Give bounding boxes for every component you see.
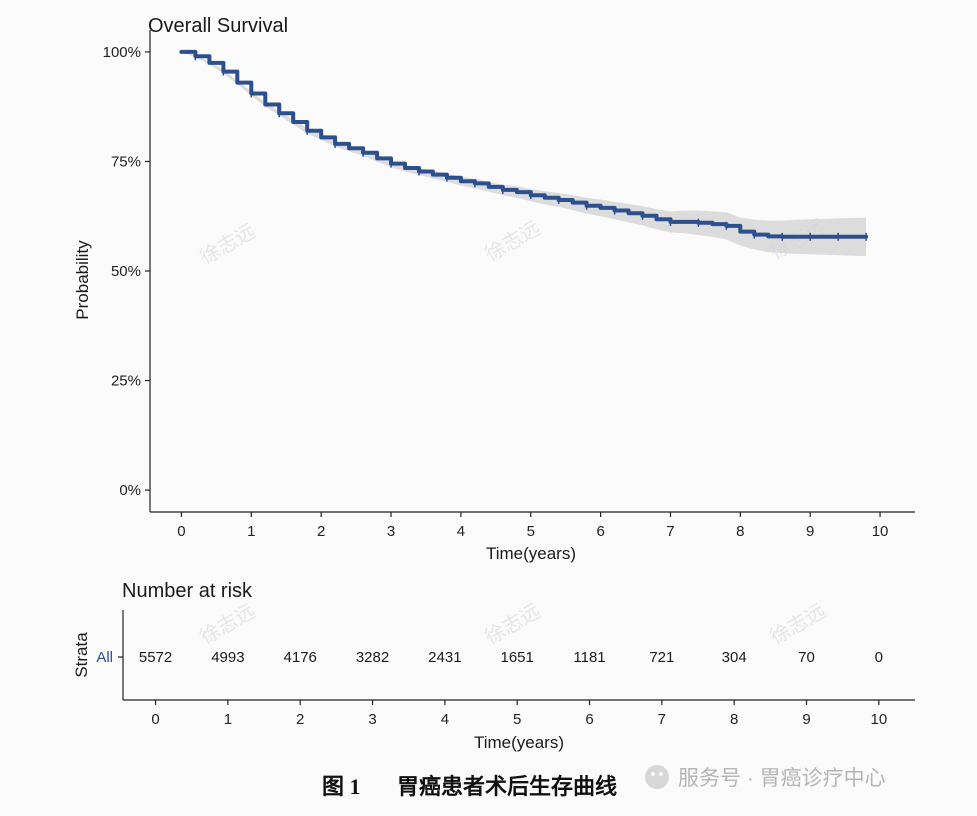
risk-axes: 0 1 2 3 4 5 6 7 8 9 10	[118, 610, 915, 728]
risk-value: 4176	[284, 649, 317, 666]
risk-value: 3282	[356, 649, 389, 666]
risk-values: 5572 4993 4176 3282 2431 1651 1181 721 304 70 0	[139, 649, 883, 666]
survival-plot: Overall Survival Probability Time(years)…	[73, 15, 915, 563]
risk-value: 1651	[501, 649, 534, 666]
x-tick-label: 3	[387, 523, 395, 540]
risk-x-tick-label: 6	[585, 711, 593, 728]
risk-value: 5572	[139, 649, 172, 666]
risk-x-axis-label: Time(years)	[474, 733, 564, 752]
x-tick-label: 6	[596, 523, 604, 540]
x-tick-label: 7	[666, 523, 674, 540]
y-tick-label: 100%	[103, 44, 141, 61]
risk-x-tick-label: 4	[441, 711, 449, 728]
risk-x-tick-label: 5	[513, 711, 521, 728]
wechat-icon-eye	[659, 772, 663, 776]
risk-table-title: Number at risk	[122, 580, 253, 602]
strata-label: All	[96, 649, 113, 666]
x-tick-label: 1	[247, 523, 255, 540]
y-tick-label: 0%	[119, 482, 141, 499]
x-axis-label: Time(years)	[486, 544, 576, 563]
risk-value: 70	[798, 649, 815, 666]
chart-title: Overall Survival	[148, 15, 288, 37]
risk-value: 721	[649, 649, 674, 666]
x-tick-label: 2	[317, 523, 325, 540]
risk-x-tick-label: 3	[368, 711, 376, 728]
source-badge-text: 服务号 · 胃癌诊疗中心	[678, 767, 886, 790]
risk-x-tick-label: 9	[802, 711, 810, 728]
figure-caption: 图 1 胃癌患者术后生存曲线	[322, 774, 617, 799]
series-line	[179, 49, 869, 241]
caption-label: 图 1	[322, 774, 361, 799]
x-tick-label: 9	[806, 523, 814, 540]
risk-x-tick-label: 1	[224, 711, 232, 728]
x-tick-label: 10	[872, 523, 889, 540]
x-tick-label: 8	[736, 523, 744, 540]
x-tick-label: 5	[527, 523, 535, 540]
risk-x-tick-label: 10	[870, 711, 887, 728]
y-tick-label: 75%	[111, 153, 141, 170]
y-tick-label: 50%	[111, 263, 141, 280]
wechat-icon	[645, 765, 669, 789]
risk-x-tick-label: 8	[730, 711, 738, 728]
source-badge: 服务号 · 胃癌诊疗中心	[645, 765, 886, 790]
risk-table: Number at risk Strata Time(years) All 55…	[72, 580, 915, 752]
risk-x-tick-label: 0	[151, 711, 159, 728]
wechat-icon-eye	[651, 772, 655, 776]
risk-value: 2431	[428, 649, 461, 666]
risk-y-axis-label: Strata	[72, 632, 91, 678]
risk-x-tick-label: 2	[296, 711, 304, 728]
y-axis-label: Probability	[73, 240, 92, 320]
risk-x-tick-label: 7	[658, 711, 666, 728]
axes: 0 1 2 3 4 5 6 7 8 9 100%25%50%75%100%	[103, 30, 915, 540]
risk-value: 304	[722, 649, 747, 666]
risk-value: 4993	[211, 649, 244, 666]
y-tick-label: 25%	[111, 373, 141, 390]
caption-text: 胃癌患者术后生存曲线	[397, 774, 617, 799]
x-tick-label: 0	[177, 523, 185, 540]
x-tick-label: 4	[457, 523, 465, 540]
risk-value: 1181	[573, 649, 605, 666]
risk-value: 0	[875, 649, 883, 666]
